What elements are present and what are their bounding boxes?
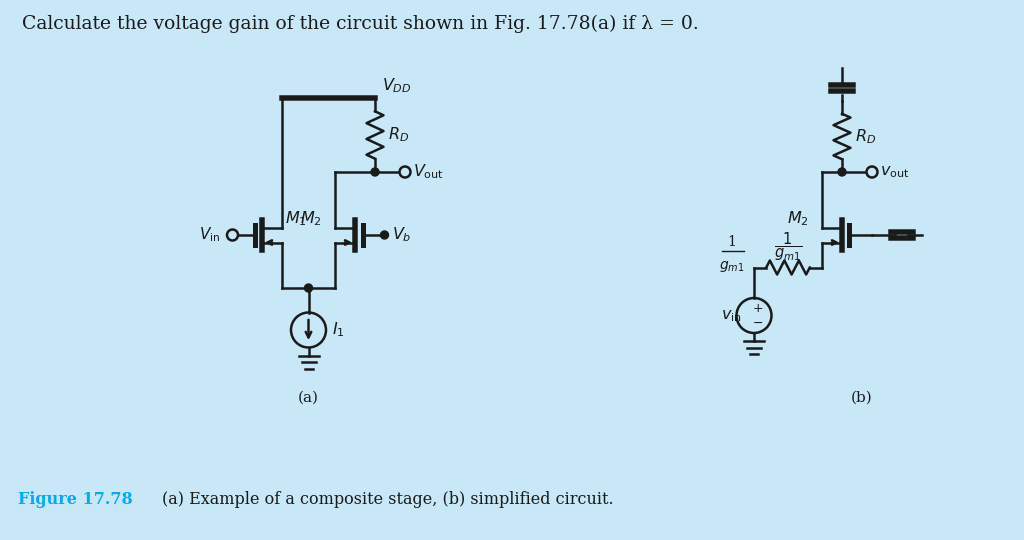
Text: Figure 17.78: Figure 17.78 [18, 491, 133, 508]
Text: $M_2$: $M_2$ [787, 209, 809, 228]
Text: (a): (a) [298, 391, 319, 405]
Text: (b): (b) [851, 391, 872, 405]
Text: +: + [753, 302, 763, 315]
Text: $R_D$: $R_D$ [388, 126, 410, 144]
Circle shape [838, 168, 846, 176]
Circle shape [381, 231, 388, 239]
Text: $v_{\rm out}$: $v_{\rm out}$ [880, 164, 909, 180]
Text: $V_{\rm in}$: $V_{\rm in}$ [200, 226, 220, 244]
Circle shape [399, 166, 411, 178]
Circle shape [227, 230, 238, 240]
Text: $\dfrac{1}{g_{m1}}$: $\dfrac{1}{g_{m1}}$ [774, 230, 802, 262]
Text: $V_b$: $V_b$ [391, 226, 411, 244]
Text: $I_1$: $I_1$ [332, 321, 344, 339]
Text: $g_{m1}$: $g_{m1}$ [719, 260, 744, 274]
Text: $R_D$: $R_D$ [855, 127, 877, 146]
Text: 1: 1 [728, 235, 736, 249]
Text: $v_{\rm in}$: $v_{\rm in}$ [721, 307, 741, 324]
Text: Calculate the voltage gain of the circuit shown in Fig. 17.78(a) if λ = 0.: Calculate the voltage gain of the circui… [22, 15, 698, 33]
Circle shape [371, 168, 379, 176]
Text: (a) Example of a composite stage, (b) simplified circuit.: (a) Example of a composite stage, (b) si… [162, 491, 613, 508]
Text: $-$: $-$ [753, 316, 764, 329]
Circle shape [866, 166, 878, 178]
Text: $M_2$: $M_2$ [300, 209, 322, 228]
Circle shape [304, 284, 312, 292]
Text: $V_{DD}$: $V_{DD}$ [382, 76, 412, 95]
Text: $M_1$: $M_1$ [285, 209, 307, 228]
Text: $V_{\rm out}$: $V_{\rm out}$ [413, 163, 444, 181]
